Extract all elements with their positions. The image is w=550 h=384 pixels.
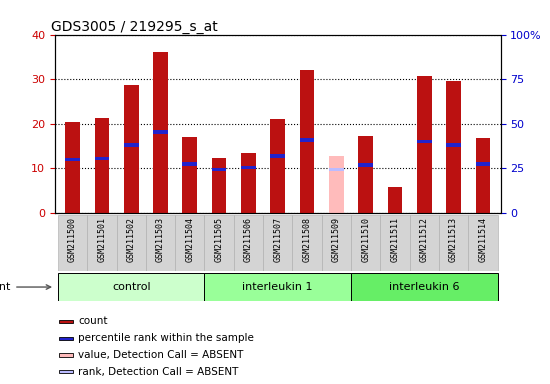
Text: GSM211509: GSM211509 bbox=[332, 217, 341, 262]
Bar bbox=[300, 138, 315, 142]
Text: GSM211501: GSM211501 bbox=[97, 217, 106, 262]
Bar bbox=[271, 119, 285, 213]
Bar bbox=[351, 273, 498, 301]
Bar bbox=[153, 52, 168, 213]
Bar bbox=[234, 215, 263, 271]
Bar bbox=[351, 215, 381, 271]
Bar bbox=[212, 167, 227, 171]
Bar bbox=[124, 84, 139, 213]
Bar bbox=[59, 320, 73, 323]
Text: control: control bbox=[112, 282, 151, 292]
Bar bbox=[359, 136, 373, 213]
Text: interleukin 1: interleukin 1 bbox=[243, 282, 313, 292]
Text: GSM211503: GSM211503 bbox=[156, 217, 165, 262]
Bar bbox=[146, 215, 175, 271]
Bar bbox=[65, 158, 80, 161]
Text: GSM211502: GSM211502 bbox=[126, 217, 136, 262]
Text: GSM211513: GSM211513 bbox=[449, 217, 458, 262]
Text: GSM211512: GSM211512 bbox=[420, 217, 429, 262]
Text: GSM211510: GSM211510 bbox=[361, 217, 370, 262]
Bar bbox=[58, 273, 205, 301]
Bar bbox=[59, 336, 73, 340]
Bar bbox=[322, 215, 351, 271]
Bar bbox=[293, 215, 322, 271]
Text: agent: agent bbox=[0, 282, 51, 292]
Bar bbox=[446, 81, 461, 213]
Bar bbox=[263, 215, 293, 271]
Bar bbox=[329, 167, 344, 171]
Text: count: count bbox=[78, 316, 108, 326]
Bar bbox=[410, 215, 439, 271]
Text: GSM211507: GSM211507 bbox=[273, 217, 282, 262]
Bar bbox=[117, 215, 146, 271]
Bar bbox=[439, 215, 468, 271]
Bar bbox=[59, 370, 73, 373]
Bar bbox=[359, 163, 373, 167]
Bar bbox=[59, 353, 73, 357]
Bar bbox=[271, 154, 285, 158]
Bar bbox=[124, 143, 139, 147]
Bar bbox=[87, 215, 117, 271]
Text: GSM211504: GSM211504 bbox=[185, 217, 194, 262]
Bar bbox=[388, 187, 402, 213]
Bar bbox=[95, 119, 109, 213]
Bar bbox=[58, 215, 87, 271]
Bar bbox=[153, 130, 168, 134]
Bar bbox=[476, 162, 490, 166]
Bar bbox=[175, 215, 205, 271]
Text: GDS3005 / 219295_s_at: GDS3005 / 219295_s_at bbox=[51, 20, 217, 33]
Bar bbox=[183, 162, 197, 166]
Text: percentile rank within the sample: percentile rank within the sample bbox=[78, 333, 254, 343]
Text: GSM211500: GSM211500 bbox=[68, 217, 77, 262]
Bar bbox=[417, 76, 432, 213]
Bar bbox=[205, 273, 351, 301]
Bar bbox=[212, 158, 227, 213]
Bar bbox=[205, 215, 234, 271]
Bar bbox=[95, 157, 109, 161]
Text: GSM211505: GSM211505 bbox=[214, 217, 224, 262]
Text: rank, Detection Call = ABSENT: rank, Detection Call = ABSENT bbox=[78, 367, 239, 377]
Text: GSM211508: GSM211508 bbox=[302, 217, 311, 262]
Text: value, Detection Call = ABSENT: value, Detection Call = ABSENT bbox=[78, 350, 244, 360]
Bar bbox=[476, 138, 490, 213]
Bar bbox=[241, 153, 256, 213]
Text: GSM211506: GSM211506 bbox=[244, 217, 253, 262]
Bar bbox=[381, 215, 410, 271]
Bar bbox=[183, 137, 197, 213]
Bar bbox=[65, 122, 80, 213]
Bar bbox=[329, 156, 344, 213]
Bar bbox=[300, 70, 315, 213]
Text: GSM211514: GSM211514 bbox=[478, 217, 487, 262]
Bar bbox=[468, 215, 498, 271]
Bar bbox=[241, 166, 256, 169]
Bar bbox=[417, 140, 432, 144]
Text: interleukin 6: interleukin 6 bbox=[389, 282, 460, 292]
Bar bbox=[446, 144, 461, 147]
Text: GSM211511: GSM211511 bbox=[390, 217, 399, 262]
